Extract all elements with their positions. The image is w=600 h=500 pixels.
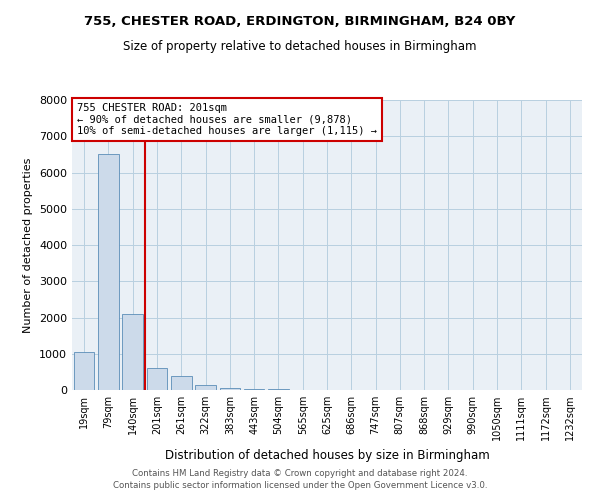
Text: Contains HM Land Registry data © Crown copyright and database right 2024.: Contains HM Land Registry data © Crown c… bbox=[132, 468, 468, 477]
Bar bbox=[122, 314, 143, 390]
Bar bbox=[171, 376, 191, 390]
Bar bbox=[244, 389, 265, 390]
Text: Contains public sector information licensed under the Open Government Licence v3: Contains public sector information licen… bbox=[113, 481, 487, 490]
Text: Size of property relative to detached houses in Birmingham: Size of property relative to detached ho… bbox=[123, 40, 477, 53]
Bar bbox=[146, 368, 167, 390]
Bar bbox=[195, 386, 216, 390]
X-axis label: Distribution of detached houses by size in Birmingham: Distribution of detached houses by size … bbox=[164, 448, 490, 462]
Y-axis label: Number of detached properties: Number of detached properties bbox=[23, 158, 34, 332]
Bar bbox=[98, 154, 119, 390]
Bar bbox=[220, 388, 240, 390]
Text: 755 CHESTER ROAD: 201sqm
← 90% of detached houses are smaller (9,878)
10% of sem: 755 CHESTER ROAD: 201sqm ← 90% of detach… bbox=[77, 103, 377, 136]
Bar bbox=[74, 352, 94, 390]
Text: 755, CHESTER ROAD, ERDINGTON, BIRMINGHAM, B24 0BY: 755, CHESTER ROAD, ERDINGTON, BIRMINGHAM… bbox=[85, 15, 515, 28]
Bar bbox=[268, 389, 289, 390]
